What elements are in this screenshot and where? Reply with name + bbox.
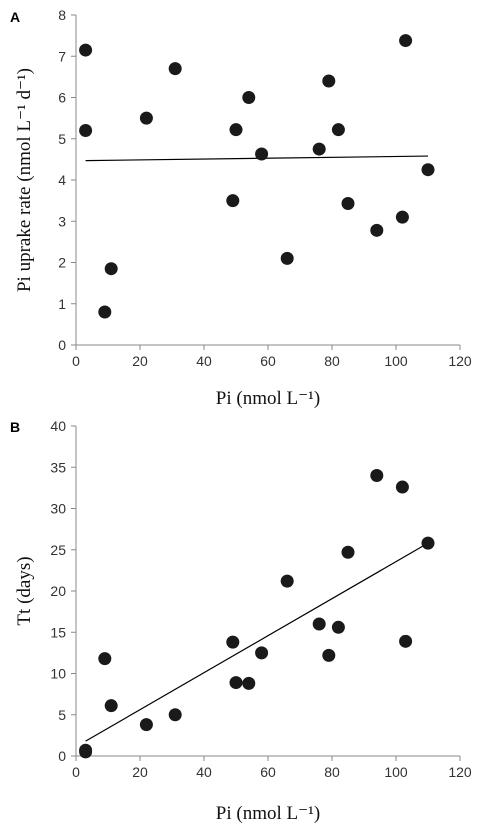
x-axis-title: Pi (nmol L⁻¹)	[216, 388, 320, 409]
y-tick-label: 1	[58, 296, 66, 312]
data-point	[341, 197, 355, 211]
data-point	[399, 634, 413, 648]
y-tick-label: 5	[58, 131, 66, 147]
x-tick-label: 120	[448, 353, 472, 369]
data-point	[226, 635, 240, 649]
data-point	[255, 646, 269, 660]
data-point	[255, 147, 269, 161]
y-tick-label: 4	[58, 172, 66, 188]
y-axis-title: Pi uprake rate (nmol L⁻¹ d⁻¹)	[14, 68, 35, 292]
data-point	[421, 536, 435, 550]
x-tick-label: 0	[72, 353, 80, 369]
data-point	[280, 251, 294, 265]
data-point	[421, 163, 435, 177]
data-point	[139, 718, 153, 732]
data-point	[79, 43, 93, 57]
data-point	[312, 142, 326, 156]
y-tick-label: 15	[50, 624, 66, 640]
data-point	[242, 676, 256, 690]
y-tick-label: 7	[58, 48, 66, 64]
x-tick-label: 120	[448, 764, 472, 780]
x-tick-label: 100	[384, 764, 408, 780]
data-point	[226, 194, 240, 208]
y-tick-label: 0	[58, 748, 66, 764]
data-point	[331, 620, 345, 634]
y-tick-label: 8	[58, 7, 66, 23]
data-point	[322, 74, 336, 88]
data-point	[322, 648, 336, 662]
data-point	[229, 123, 243, 137]
data-point	[139, 111, 153, 125]
x-axis-title: Pi (nmol L⁻¹)	[216, 803, 320, 824]
trendline	[85, 542, 429, 742]
y-tick-label: 40	[50, 418, 66, 434]
x-tick-label: 80	[324, 353, 340, 369]
x-tick-label: 80	[324, 764, 340, 780]
x-tick-label: 60	[260, 764, 276, 780]
x-tick-label: 60	[260, 353, 276, 369]
data-point	[168, 708, 182, 722]
data-point	[280, 574, 294, 588]
data-point	[395, 480, 409, 494]
data-point	[168, 62, 182, 76]
data-point	[229, 676, 243, 690]
data-point	[395, 210, 409, 224]
data-point	[399, 34, 413, 48]
panel-label: A	[10, 9, 20, 25]
y-tick-label: 2	[58, 255, 66, 271]
y-tick-label: 25	[50, 542, 66, 558]
y-tick-label: 30	[50, 501, 66, 517]
data-point	[98, 305, 112, 319]
y-tick-label: 6	[58, 90, 66, 106]
x-tick-label: 100	[384, 353, 408, 369]
data-point	[79, 743, 93, 757]
y-tick-label: 5	[58, 707, 66, 723]
y-tick-label: 20	[50, 583, 66, 599]
y-tick-label: 0	[58, 337, 66, 353]
panel-label: B	[10, 419, 20, 435]
data-point	[341, 545, 355, 559]
data-point	[104, 262, 118, 276]
panel-b: 0 5 10 15 20 25 30 35 40 0 20 40 60 80 100 120 B Pi (nmol…	[10, 418, 472, 824]
data-point	[242, 91, 256, 104]
x-tick-label: 20	[132, 353, 148, 369]
x-tick-label: 40	[196, 353, 212, 369]
x-tick-label: 20	[132, 764, 148, 780]
data-point	[370, 469, 384, 482]
data-point	[312, 617, 326, 631]
x-tick-label: 40	[196, 764, 212, 780]
y-tick-label: 10	[50, 666, 66, 682]
x-tick-label: 0	[72, 764, 80, 780]
data-point	[370, 223, 384, 237]
y-tick-label: 35	[50, 459, 66, 475]
data-point	[331, 123, 345, 137]
data-point	[98, 652, 112, 666]
y-tick-label: 3	[58, 213, 66, 229]
y-axis-title: Tt (days)	[14, 556, 35, 625]
data-point	[104, 699, 118, 713]
data-point	[79, 124, 93, 137]
